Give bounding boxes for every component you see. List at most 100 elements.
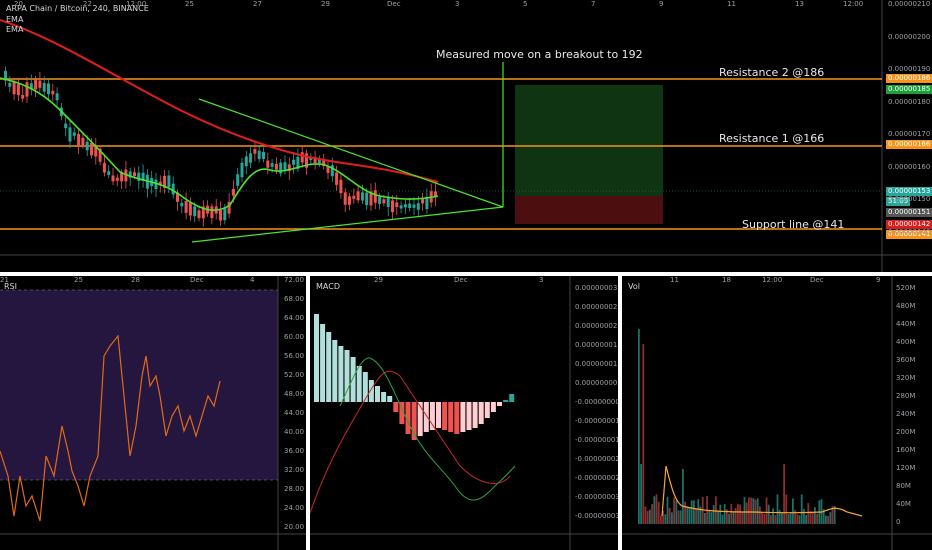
x-axis-label: 7 xyxy=(591,0,596,8)
volume-bar xyxy=(657,501,660,524)
candle-body xyxy=(416,203,420,210)
candle-body xyxy=(219,210,222,221)
macd-histogram-bar xyxy=(460,402,466,432)
rsi-canvas[interactable] xyxy=(0,276,306,550)
candle-body xyxy=(55,93,59,101)
volume-bar xyxy=(701,496,704,524)
volume-bar xyxy=(684,501,686,524)
macd-histogram-bar xyxy=(375,386,380,402)
volume-ma-line xyxy=(661,465,863,517)
resistance-1-annotation: Resistance 1 @166 xyxy=(719,132,825,145)
volume-bar xyxy=(664,514,667,524)
rsi-pane[interactable]: RSI 72.00 68.00 64.00 60.00 56.00 52.00 48.00 4… xyxy=(0,276,306,550)
volume-bar xyxy=(767,504,770,524)
candle-body xyxy=(227,201,231,214)
volume-bar xyxy=(829,512,832,524)
macd-histogram-bar xyxy=(393,402,399,412)
volume-bar xyxy=(794,510,796,524)
volume-bar xyxy=(644,506,647,524)
x-axis-label: 3 xyxy=(455,0,460,8)
candle-body xyxy=(365,192,369,206)
price-chart-pane[interactable]: ARPA Chain / Bitcoin, 240, BINANCE EMA E… xyxy=(0,0,932,272)
candle-body xyxy=(16,84,20,96)
macd-pane[interactable]: MACD 0.00000003 0.00000002 0.00000002 0.000… xyxy=(310,276,618,550)
pane-divider-left[interactable] xyxy=(306,276,310,550)
pane-divider-horizontal[interactable] xyxy=(0,272,932,276)
candle-body xyxy=(403,204,407,208)
candle-body xyxy=(296,156,300,169)
volume-bar xyxy=(743,497,746,524)
support-annotation: Support line @141 xyxy=(742,218,845,231)
x-axis-label: 20 xyxy=(14,0,23,8)
stop-price-tag: 0.00000142 xyxy=(886,220,932,229)
volume-bar xyxy=(682,469,684,524)
volume-bar xyxy=(695,508,697,524)
volume-bar xyxy=(776,494,779,524)
countdown-tag: 51:09 xyxy=(886,197,911,206)
y-axis-label: 0.00000001 xyxy=(575,360,618,368)
x-axis-label: 13 xyxy=(795,0,804,8)
macd-histogram-bar xyxy=(356,366,362,402)
volume-bar xyxy=(679,510,682,524)
candle-body xyxy=(313,156,317,164)
price-chart-canvas[interactable] xyxy=(0,0,932,272)
macd-canvas[interactable] xyxy=(310,276,618,550)
candle-body xyxy=(343,192,347,205)
macd-histogram-bar xyxy=(350,357,356,402)
volume-canvas[interactable] xyxy=(622,276,932,550)
y-axis-label: 0.00000180 xyxy=(888,97,931,106)
ema-legend-2[interactable]: EMA xyxy=(6,25,24,34)
candle-body xyxy=(154,179,158,190)
volume-bar xyxy=(787,513,790,524)
x-axis-label: 11 xyxy=(727,0,736,8)
fast-ema-line xyxy=(0,77,439,211)
y-axis-label: 0.00000140 xyxy=(888,227,931,236)
y-axis-label: 28.00 xyxy=(284,485,305,493)
macd-histogram-bar xyxy=(362,372,368,402)
candle-body xyxy=(262,151,265,160)
y-axis-label: 24.00 xyxy=(284,504,305,512)
volume-pane[interactable]: Vol 520M 480M 440M 400M 360M 320M 280M 240M 200M… xyxy=(622,276,932,550)
y-axis-label: 48.00 xyxy=(284,390,305,398)
candle-body xyxy=(249,153,253,163)
macd-histogram-bar xyxy=(503,400,509,402)
candle-body xyxy=(176,192,179,202)
volume-bar xyxy=(662,510,664,524)
macd-histogram-bar xyxy=(429,402,435,430)
candle-body xyxy=(305,153,308,168)
support-price-tag: 0.00000141 xyxy=(886,230,932,239)
candle-body xyxy=(352,195,356,199)
candle-body xyxy=(124,169,128,182)
volume-bar xyxy=(831,506,834,524)
candle-body xyxy=(47,83,50,95)
y-axis-label: -0.00000002 xyxy=(575,455,618,463)
volume-bar xyxy=(822,509,825,524)
y-axis-label: 440M xyxy=(896,320,916,328)
volume-bar xyxy=(800,494,803,524)
y-axis-label: 60.00 xyxy=(284,333,305,341)
target-zone-box xyxy=(515,85,663,196)
candle-body xyxy=(425,196,429,210)
y-axis-label: 80M xyxy=(896,482,911,490)
ema-legend-1[interactable]: EMA xyxy=(6,15,24,24)
x-axis-label: 3 xyxy=(539,276,544,284)
macd-histogram-bar xyxy=(448,402,454,432)
macd-histogram-bar xyxy=(478,402,484,424)
y-axis-label: 0.00000200 xyxy=(888,32,931,41)
volume-bar xyxy=(710,512,713,524)
candle-body xyxy=(38,80,42,88)
candle-body xyxy=(197,210,201,219)
volume-bar xyxy=(807,503,810,524)
volume-bar xyxy=(748,497,750,524)
volume-bar xyxy=(708,509,711,524)
x-axis-label: 25 xyxy=(74,276,83,284)
rsi-title: RSI xyxy=(4,282,17,291)
volume-bar xyxy=(833,506,836,524)
pane-divider-right[interactable] xyxy=(618,276,622,550)
x-axis-label: 9 xyxy=(659,0,664,8)
candle-body xyxy=(360,192,364,201)
volume-bar xyxy=(726,509,728,524)
volume-bar xyxy=(737,504,739,524)
macd-histogram-bar xyxy=(338,346,344,402)
candle-body xyxy=(29,83,33,90)
